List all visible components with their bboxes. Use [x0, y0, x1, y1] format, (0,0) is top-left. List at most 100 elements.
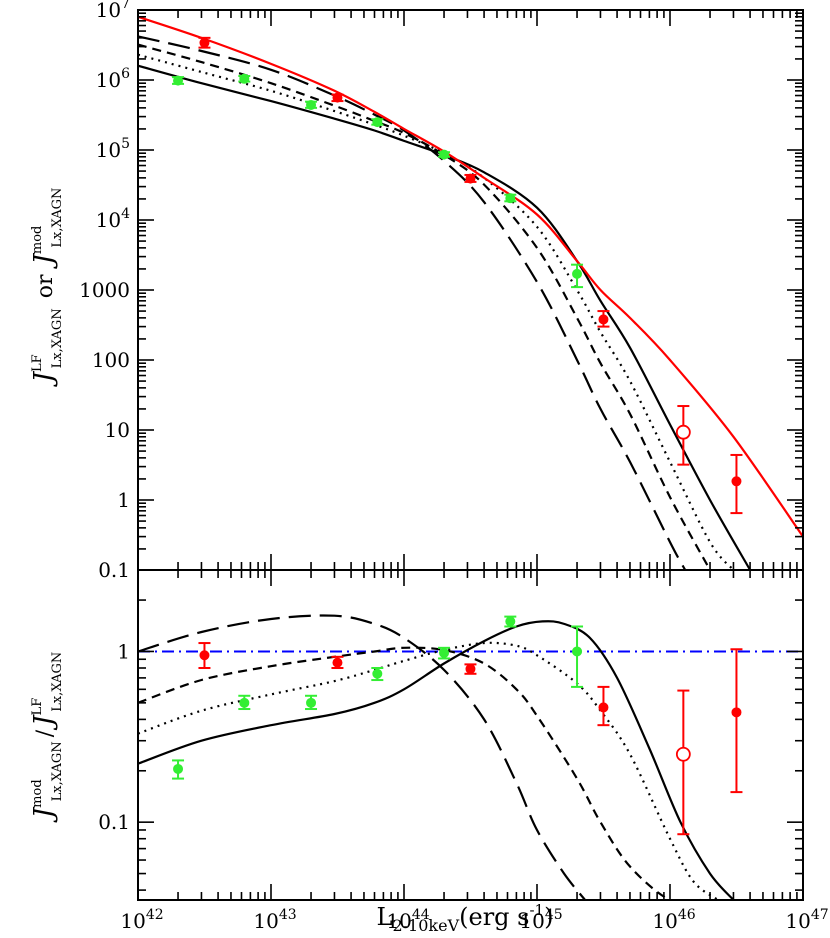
filled-marker [332, 657, 343, 668]
top-y-tick-label: 1000 [79, 278, 130, 302]
bottom-data-point [331, 655, 344, 669]
top-ylabel-sup-a: LF [30, 354, 45, 372]
filled-marker [239, 697, 250, 708]
x-tick-label: 1047 [785, 907, 828, 933]
bottom-data-point [597, 685, 610, 727]
bottom-ylabel-sym-a: J [29, 806, 59, 823]
open-marker [675, 424, 691, 440]
bottom-ylabel-sub-a: Lx,XAGN [50, 741, 65, 801]
top-data-point [238, 73, 251, 84]
bottom-panel: 1 0.1 1042 1043 1044 1045 1046 1047 [98, 569, 829, 933]
bottom-data-point [464, 663, 477, 675]
bottom-data-point [238, 694, 251, 711]
top-panel: 107 106 105 104 1000 100 10 1 0.1 [79, 0, 804, 582]
bottom-ylabel-sym-b: J [29, 714, 59, 731]
bottom-y-tick-label: 1 [117, 639, 130, 663]
filled-marker [332, 92, 343, 103]
bottom-ylabel-sup-b: LF [30, 698, 45, 716]
x-axis-title-unit: (erg s [459, 903, 529, 931]
filled-marker [372, 668, 383, 679]
filled-marker [505, 193, 516, 204]
filled-marker [173, 763, 184, 774]
top-ylabel-sym-b: J [29, 253, 59, 270]
filled-marker [598, 702, 609, 713]
top-y-tick-label: 100 [92, 348, 130, 372]
top-series-short-dash-black [138, 43, 711, 570]
filled-marker [306, 99, 317, 110]
top-series-long-dash-black [138, 35, 687, 570]
filled-marker [372, 117, 383, 128]
top-data-point [571, 263, 584, 289]
top-ylabel-sub-a: Lx,XAGN [50, 308, 65, 368]
top-ylabel-sup-b: mod [30, 226, 45, 254]
x-axis-title-close: ) [544, 903, 553, 931]
top-data-point [438, 149, 451, 160]
bottom-series-short-dash-black [138, 646, 701, 900]
top-y-tick-label: 105 [96, 136, 130, 162]
bottom-data-point [198, 642, 211, 669]
filled-marker [306, 697, 317, 708]
top-ylabel-sub-b: Lx,XAGN [50, 188, 65, 248]
filled-marker [439, 647, 450, 658]
open-marker [675, 746, 691, 762]
filled-marker [239, 73, 250, 84]
top-y-tick-label: 0.1 [98, 558, 130, 582]
bottom-frame [137, 569, 804, 901]
top-y-tick-label: 104 [96, 206, 130, 232]
filled-marker [173, 75, 184, 86]
filled-marker [199, 650, 210, 661]
bottom-series-long-dash-black [138, 614, 586, 900]
x-axis-title-unit-sup: -1 [529, 901, 544, 919]
bottom-y-axis-title: Jmod Lx,XAGN/JLF Lx,XAGN [29, 652, 65, 824]
top-y-axis-title: JLF Lx,XAGNorJmod Lx,XAGN [29, 188, 65, 388]
x-tick-label: 1045 [519, 907, 562, 933]
x-tick-label: 1042 [120, 907, 163, 933]
filled-marker [199, 37, 210, 48]
x-tick-label: 1043 [253, 907, 296, 933]
x-axis-title-sub: 2-10keV [392, 916, 459, 935]
bottom-y-tick-label: 0.1 [98, 810, 130, 834]
x-tick-label: 1046 [652, 907, 695, 933]
x-tick-label: 1044 [386, 907, 429, 933]
top-data-point [371, 117, 384, 128]
bottom-series-dotted-black [138, 641, 719, 900]
top-series-dotted-black [138, 53, 735, 570]
filled-marker [439, 149, 450, 160]
filled-marker [598, 314, 609, 325]
top-data-point [675, 405, 691, 466]
bottom-ylabel-sup-a: mod [30, 779, 45, 807]
bottom-data-point [504, 615, 517, 628]
top-series-solid-black [138, 64, 752, 570]
top-data-point [331, 92, 344, 103]
top-y-tick-label: 107 [96, 0, 130, 22]
top-data-point [504, 193, 517, 204]
bottom-series-solid-black [138, 620, 735, 900]
bottom-data-point [172, 759, 185, 780]
bottom-series-group [138, 614, 735, 900]
top-series-group [138, 15, 803, 570]
bottom-ylabel-sub-b: Lx,XAGN [50, 652, 65, 712]
top-data-point [597, 310, 610, 328]
filled-marker [572, 646, 583, 657]
top-data-point [305, 99, 318, 110]
top-series-solid-red [138, 15, 803, 538]
bottom-data-point [305, 694, 318, 711]
top-data-point [464, 173, 477, 184]
filled-marker [465, 663, 476, 674]
x-axis-title-main: L [377, 903, 393, 931]
bottom-data-point [438, 646, 451, 660]
bottom-data-point [371, 666, 384, 682]
top-data-point [198, 36, 211, 49]
top-y-tick-label: 1 [117, 488, 130, 512]
bottom-data-point [730, 648, 743, 794]
top-data-point [730, 453, 743, 515]
filled-marker [465, 173, 476, 184]
bottom-data-point [675, 689, 691, 836]
bottom-ylabel-mid: / [33, 729, 58, 737]
filled-marker [572, 268, 583, 279]
top-y-tick-label: 10 [105, 418, 130, 442]
filled-marker [505, 616, 516, 627]
